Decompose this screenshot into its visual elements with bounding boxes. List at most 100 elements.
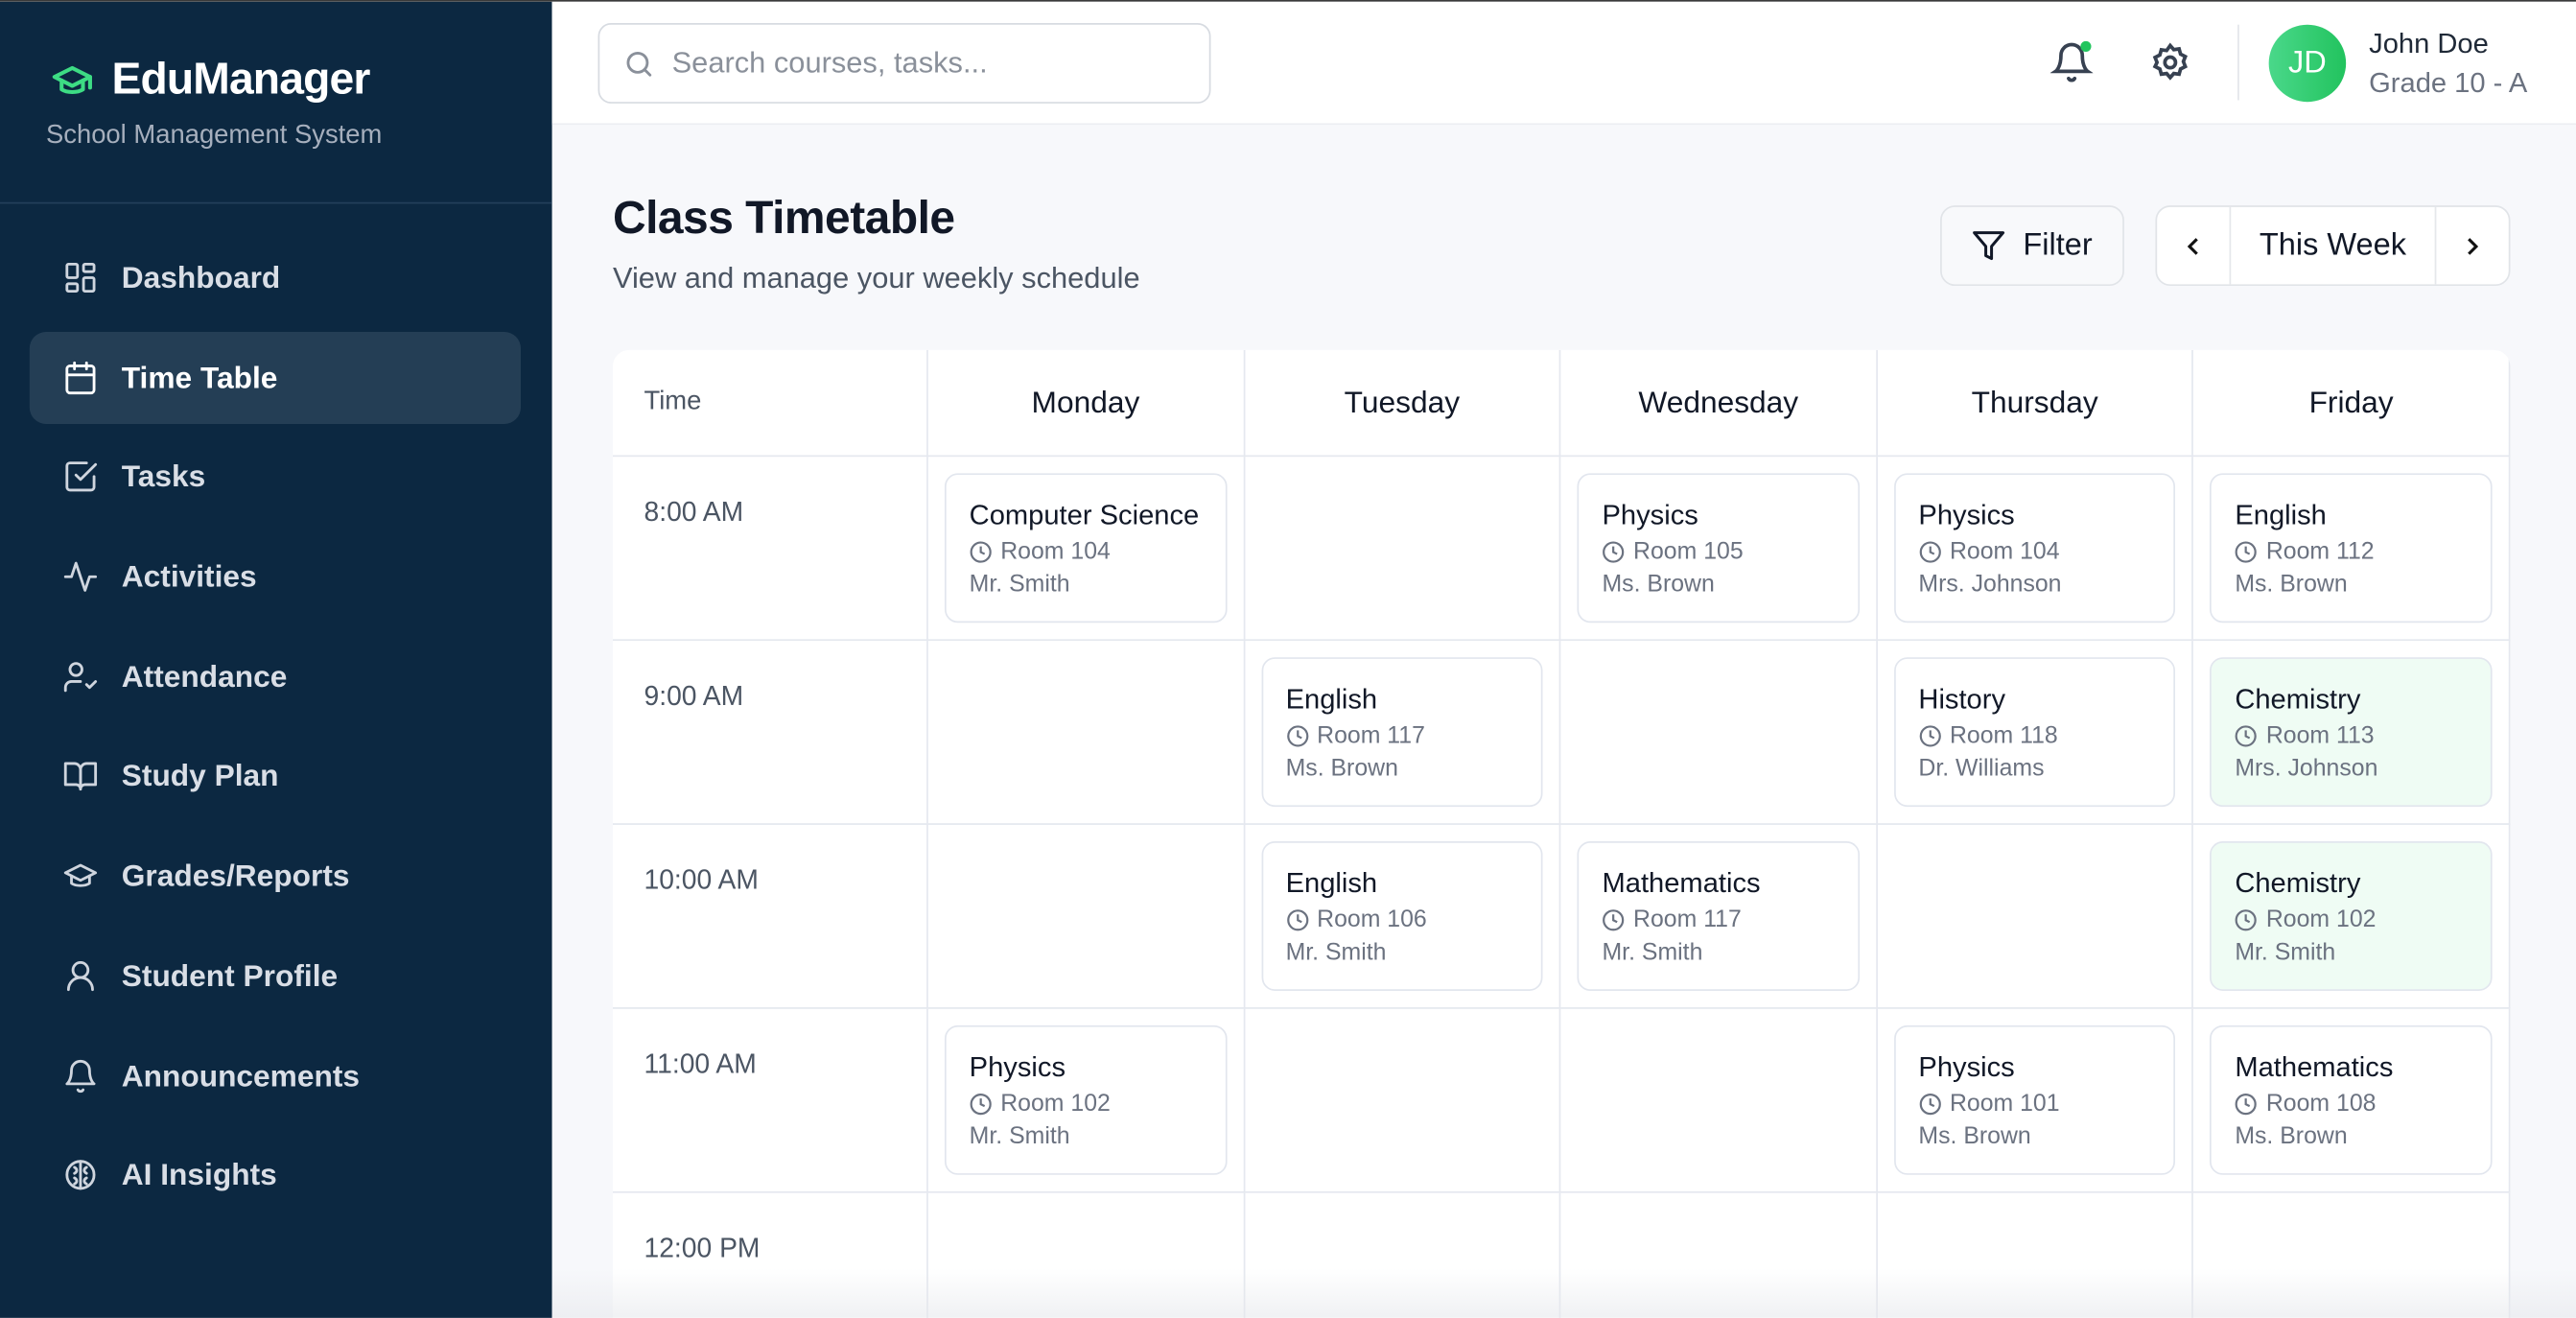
bell-icon — [65, 1059, 96, 1093]
class-teacher: Ms. Brown — [2235, 1123, 2348, 1151]
room-text: Room 108 — [2265, 1091, 2377, 1118]
settings-gear-icon[interactable] — [2149, 41, 2192, 84]
class-room: Room 102 — [970, 1091, 1226, 1118]
sidebar-item-label: Time Table — [121, 359, 278, 394]
clock-icon — [970, 541, 992, 563]
class-card[interactable]: English Room 117 Ms. Brown — [1260, 657, 1543, 808]
calendar-icon — [65, 361, 96, 394]
clock-icon — [2236, 725, 2258, 747]
class-room: Room 117 — [1286, 723, 1542, 749]
timetable-cell — [928, 1192, 1245, 1318]
sidebar-item-label: Activities — [121, 558, 257, 594]
clock-icon — [1919, 1094, 1941, 1116]
day-header-wednesday: Wednesday — [1560, 349, 1878, 458]
class-room: Room 106 — [1286, 907, 1542, 933]
class-room: Room 113 — [2235, 723, 2491, 749]
class-teacher: Ms. Brown — [1285, 755, 1398, 783]
checkbox-icon — [65, 461, 98, 492]
sidebar-item-announcements[interactable]: Announcements — [30, 1029, 521, 1121]
sidebar: EduManager School Management System Dash… — [0, 1, 552, 1318]
class-card[interactable]: Chemistry Room 102 Mr. Smith — [2210, 841, 2493, 991]
class-teacher: Dr. Williams — [1918, 755, 2045, 783]
room-text: Room 102 — [2265, 906, 2377, 933]
page-title: Class Timetable — [612, 192, 955, 244]
class-teacher: Mr. Smith — [2235, 939, 2336, 967]
next-week-button[interactable] — [2436, 207, 2508, 285]
class-room: Room 118 — [1918, 723, 2174, 749]
sidebar-item-dashboard[interactable]: Dashboard — [30, 232, 521, 324]
class-subject: Physics — [1918, 1051, 2015, 1083]
day-header-thursday: Thursday — [1877, 349, 2194, 458]
search-icon — [626, 51, 652, 76]
class-card[interactable]: Physics Room 105 Ms. Brown — [1577, 473, 1860, 624]
timetable-cell — [1878, 1192, 2194, 1318]
timetable-cell: Chemistry Room 113 Mrs. Johnson — [2193, 641, 2511, 825]
clock-icon — [1286, 725, 1308, 747]
class-card[interactable]: Mathematics Room 117 Mr. Smith — [1577, 841, 1860, 991]
sidebar-item-student-profile[interactable]: Student Profile — [30, 930, 521, 1022]
class-card[interactable]: History Room 118 Dr. Williams — [1893, 657, 2176, 808]
brain-icon — [65, 1160, 96, 1190]
dashboard-icon — [65, 262, 96, 294]
time-slot-label: 12:00 PM — [613, 1192, 928, 1318]
timetable-cell: Chemistry Room 102 Mr. Smith — [2193, 824, 2511, 1009]
class-card[interactable]: Physics Room 101 Ms. Brown — [1893, 1024, 2176, 1175]
week-label[interactable]: This Week — [2229, 206, 2437, 285]
brand[interactable]: EduManager — [46, 55, 370, 106]
notification-bell-icon[interactable] — [2049, 40, 2094, 84]
room-text: Room 106 — [1317, 906, 1427, 933]
timetable-cell — [1244, 1008, 1561, 1193]
week-navigator: This Week — [2155, 205, 2511, 287]
clock-icon — [1286, 909, 1308, 931]
clock-icon — [970, 1094, 992, 1116]
filter-button[interactable]: Filter — [1940, 205, 2124, 287]
sidebar-item-label: Attendance — [121, 658, 288, 694]
sidebar-item-attendance[interactable]: Attendance — [30, 630, 521, 722]
class-subject: English — [1285, 683, 1378, 716]
filter-label: Filter — [2023, 227, 2093, 263]
class-card[interactable]: Mathematics Room 108 Ms. Brown — [2210, 1024, 2493, 1175]
sidebar-item-time-table[interactable]: Time Table — [29, 331, 522, 424]
page-subtitle: View and manage your weekly schedule — [612, 261, 1140, 294]
class-teacher: Mr. Smith — [1602, 939, 1703, 967]
day-header-friday: Friday — [2193, 349, 2511, 458]
class-card[interactable]: Chemistry Room 113 Mrs. Johnson — [2210, 657, 2493, 808]
timetable-cell — [927, 824, 1245, 1009]
avatar[interactable]: JD — [2268, 24, 2347, 103]
class-subject: Physics — [969, 1051, 1066, 1083]
search-box[interactable] — [597, 22, 1211, 104]
class-subject: Computer Science — [969, 499, 1200, 531]
timetable-cell: Physics Room 101 Ms. Brown — [1877, 1008, 2194, 1193]
sidebar-divider — [0, 201, 552, 204]
sidebar-item-label: Dashboard — [121, 259, 281, 294]
class-subject: Mathematics — [2235, 1051, 2394, 1083]
sidebar-item-activities[interactable]: Activities — [30, 530, 521, 623]
class-card[interactable]: Physics Room 104 Mrs. Johnson — [1893, 473, 2176, 624]
clock-icon — [2236, 541, 2258, 563]
search-input[interactable] — [671, 45, 1165, 81]
class-teacher: Mrs. Johnson — [1918, 572, 2062, 599]
class-card[interactable]: Physics Room 102 Mr. Smith — [944, 1024, 1227, 1175]
sidebar-item-ai-insights[interactable]: AI Insights — [30, 1129, 521, 1221]
sidebar-item-study-plan[interactable]: Study Plan — [30, 730, 521, 822]
timetable-cell — [2193, 1192, 2511, 1318]
sidebar-item-label: AI Insights — [121, 1157, 277, 1192]
class-teacher: Mr. Smith — [1285, 939, 1387, 967]
sidebar-item-tasks[interactable]: Tasks — [30, 431, 521, 523]
class-card[interactable]: English Room 106 Mr. Smith — [1260, 841, 1543, 991]
class-teacher: Mr. Smith — [969, 1123, 1070, 1151]
room-text: Room 112 — [2265, 538, 2375, 566]
previous-week-button[interactable] — [2157, 207, 2229, 285]
class-subject: English — [2235, 499, 2327, 531]
class-card[interactable]: English Room 112 Ms. Brown — [2210, 473, 2493, 624]
timetable-cell: English Room 112 Ms. Brown — [2193, 457, 2511, 642]
class-card[interactable]: Computer Science Room 104 Mr. Smith — [944, 473, 1227, 624]
room-text: Room 105 — [1633, 538, 1744, 566]
timetable-cell — [927, 641, 1245, 825]
sidebar-item-grades-reports[interactable]: Grades/Reports — [30, 830, 521, 922]
clock-icon — [2236, 909, 2258, 931]
sidebar-item-label: Grades/Reports — [121, 858, 350, 893]
user-name: John Doe — [2369, 28, 2489, 59]
sidebar-item-label: Tasks — [121, 459, 206, 494]
